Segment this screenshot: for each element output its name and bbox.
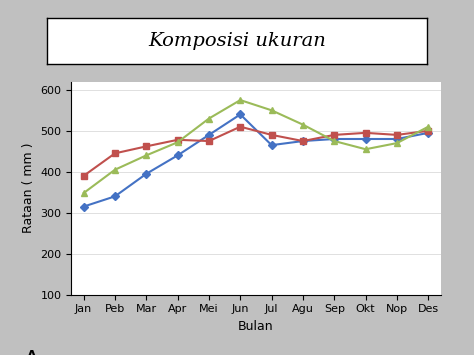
Series2 bbox=[331, 133, 337, 137]
Series1 bbox=[363, 137, 368, 141]
Text: Komposisi ukuran: Komposisi ukuran bbox=[148, 32, 326, 50]
Series1 bbox=[81, 204, 86, 209]
Series2 bbox=[394, 133, 400, 137]
Series3 bbox=[175, 140, 181, 144]
Series2 bbox=[206, 139, 212, 143]
Series2 bbox=[300, 139, 306, 143]
Series1 bbox=[237, 112, 243, 116]
Series2 bbox=[112, 151, 118, 155]
Y-axis label: Rataan ( mm ): Rataan ( mm ) bbox=[22, 143, 35, 233]
Series1 bbox=[300, 139, 306, 143]
Series3 bbox=[363, 147, 368, 151]
Series2 bbox=[426, 129, 431, 133]
Series2 bbox=[144, 144, 149, 148]
Series2 bbox=[175, 138, 181, 142]
Series3 bbox=[206, 116, 212, 121]
Series3 bbox=[426, 125, 431, 129]
X-axis label: Bulan: Bulan bbox=[238, 320, 274, 333]
Series2 bbox=[237, 125, 243, 129]
Series1 bbox=[144, 172, 149, 176]
Series1 bbox=[331, 137, 337, 141]
Series3 bbox=[331, 139, 337, 143]
Series3 bbox=[144, 153, 149, 158]
Series3 bbox=[300, 122, 306, 127]
Series1 bbox=[175, 153, 181, 158]
Series1 bbox=[426, 131, 431, 135]
Line: Series3: Series3 bbox=[80, 97, 432, 197]
Series3 bbox=[237, 98, 243, 102]
Series1 bbox=[394, 137, 400, 141]
Text: A: A bbox=[27, 349, 36, 355]
Series3 bbox=[112, 168, 118, 172]
Series1 bbox=[112, 194, 118, 198]
Series3 bbox=[269, 108, 274, 113]
Series3 bbox=[81, 191, 86, 195]
Series1 bbox=[269, 143, 274, 147]
Series2 bbox=[363, 131, 368, 135]
Line: Series2: Series2 bbox=[81, 124, 431, 179]
Series1 bbox=[206, 133, 212, 137]
Series2 bbox=[81, 174, 86, 178]
Series3 bbox=[394, 141, 400, 145]
Series2 bbox=[269, 133, 274, 137]
Line: Series1: Series1 bbox=[81, 111, 431, 209]
